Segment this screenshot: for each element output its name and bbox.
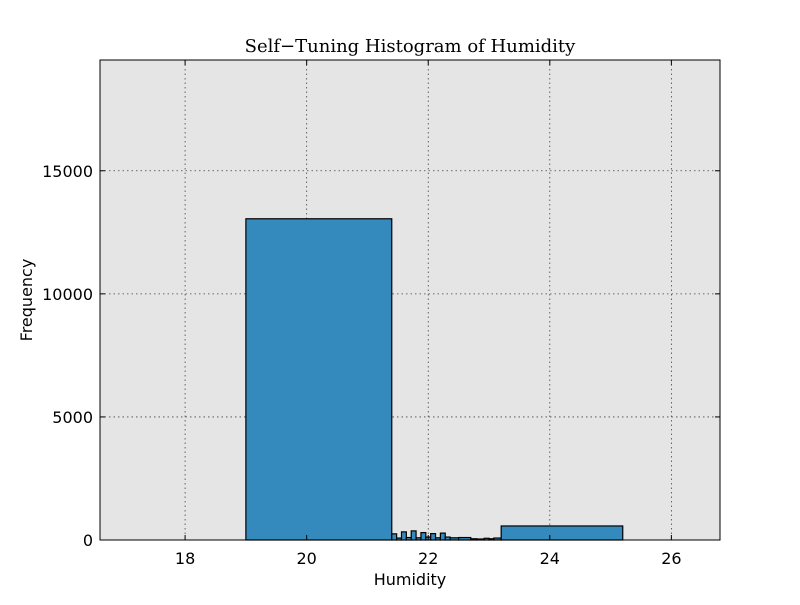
histogram-bar [245,218,393,541]
x-tick-label: 22 [418,549,438,568]
x-tick-label: 24 [540,549,560,568]
histogram-bars [245,218,624,541]
plot-frame [99,59,721,541]
axis-ticks: 18 20 22 24 26 0 5000 10000 15000 [42,60,720,568]
histogram-bar [400,531,407,541]
x-axis-label: Humidity [374,570,447,589]
x-tick-label: 18 [175,549,195,568]
histogram-bar [500,525,624,541]
y-tick-label: 10000 [42,285,93,304]
chart-title: Self−Tuning Histogram of Humidity [245,36,577,57]
histogram-bar [391,533,398,541]
plot-area [100,60,720,540]
histogram-bar [410,530,417,541]
y-tick-label: 15000 [42,162,93,181]
y-tick-label: 0 [83,531,93,550]
histogram-bar [430,532,437,541]
y-axis-label: Frequency [17,259,36,342]
y-tick-label: 5000 [52,408,93,427]
x-tick-label: 20 [296,549,316,568]
histogram-bar [420,532,427,541]
histogram-bar [439,532,446,541]
x-tick-label: 26 [661,549,681,568]
